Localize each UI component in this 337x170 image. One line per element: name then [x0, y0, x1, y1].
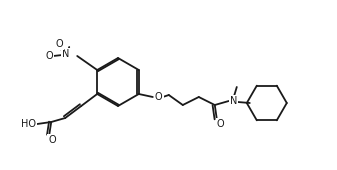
- Text: O: O: [217, 119, 224, 129]
- Text: O: O: [49, 135, 56, 145]
- Text: O: O: [45, 51, 53, 61]
- Text: O: O: [55, 39, 63, 49]
- Text: HO: HO: [21, 119, 36, 129]
- Text: O: O: [155, 92, 162, 102]
- Text: N: N: [230, 96, 238, 106]
- Text: N: N: [62, 49, 69, 59]
